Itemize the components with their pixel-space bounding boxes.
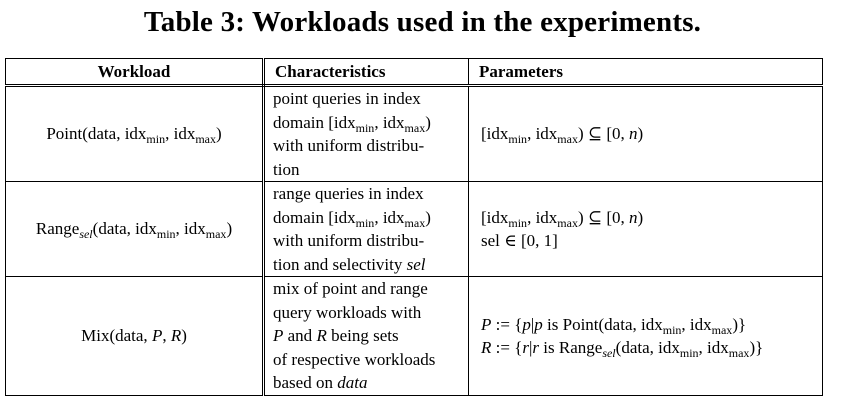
table-row: Point(data, idxmin, idxmax) point querie… <box>5 85 823 182</box>
table-row: Rangesel(data, idxmin, idxmax) range que… <box>5 181 823 277</box>
parameters-cell-point: [idxmin, idxmax) ⊆ [0, n) <box>468 85 823 182</box>
parameters-cell-range: [idxmin, idxmax) ⊆ [0, n) sel ∈ [0, 1] <box>468 181 823 277</box>
header-row: Workload Characteristics Parameters <box>5 58 823 87</box>
header-workload: Workload <box>5 58 265 87</box>
workload-cell-point: Point(data, idxmin, idxmax) <box>5 85 265 182</box>
workloads-table: Workload Characteristics Parameters Poin… <box>5 58 823 396</box>
characteristics-cell-mix: mix of point and range query workloads w… <box>263 276 469 396</box>
table-caption: Table 3: Workloads used in the experimen… <box>143 6 702 38</box>
table-row: Mix(data, P, R) mix of point and range q… <box>5 276 823 396</box>
workload-cell-range: Rangesel(data, idxmin, idxmax) <box>5 181 265 277</box>
characteristics-cell-range: range queries in index domain [idxmin, i… <box>263 181 469 277</box>
workload-cell-mix: Mix(data, P, R) <box>5 276 265 396</box>
header-parameters: Parameters <box>468 58 823 87</box>
parameters-cell-mix: P := {p|p is Point(data, idxmin, idxmax)… <box>468 276 823 396</box>
characteristics-cell-point: point queries in index domain [idxmin, i… <box>263 85 469 182</box>
header-characteristics: Characteristics <box>263 58 469 87</box>
